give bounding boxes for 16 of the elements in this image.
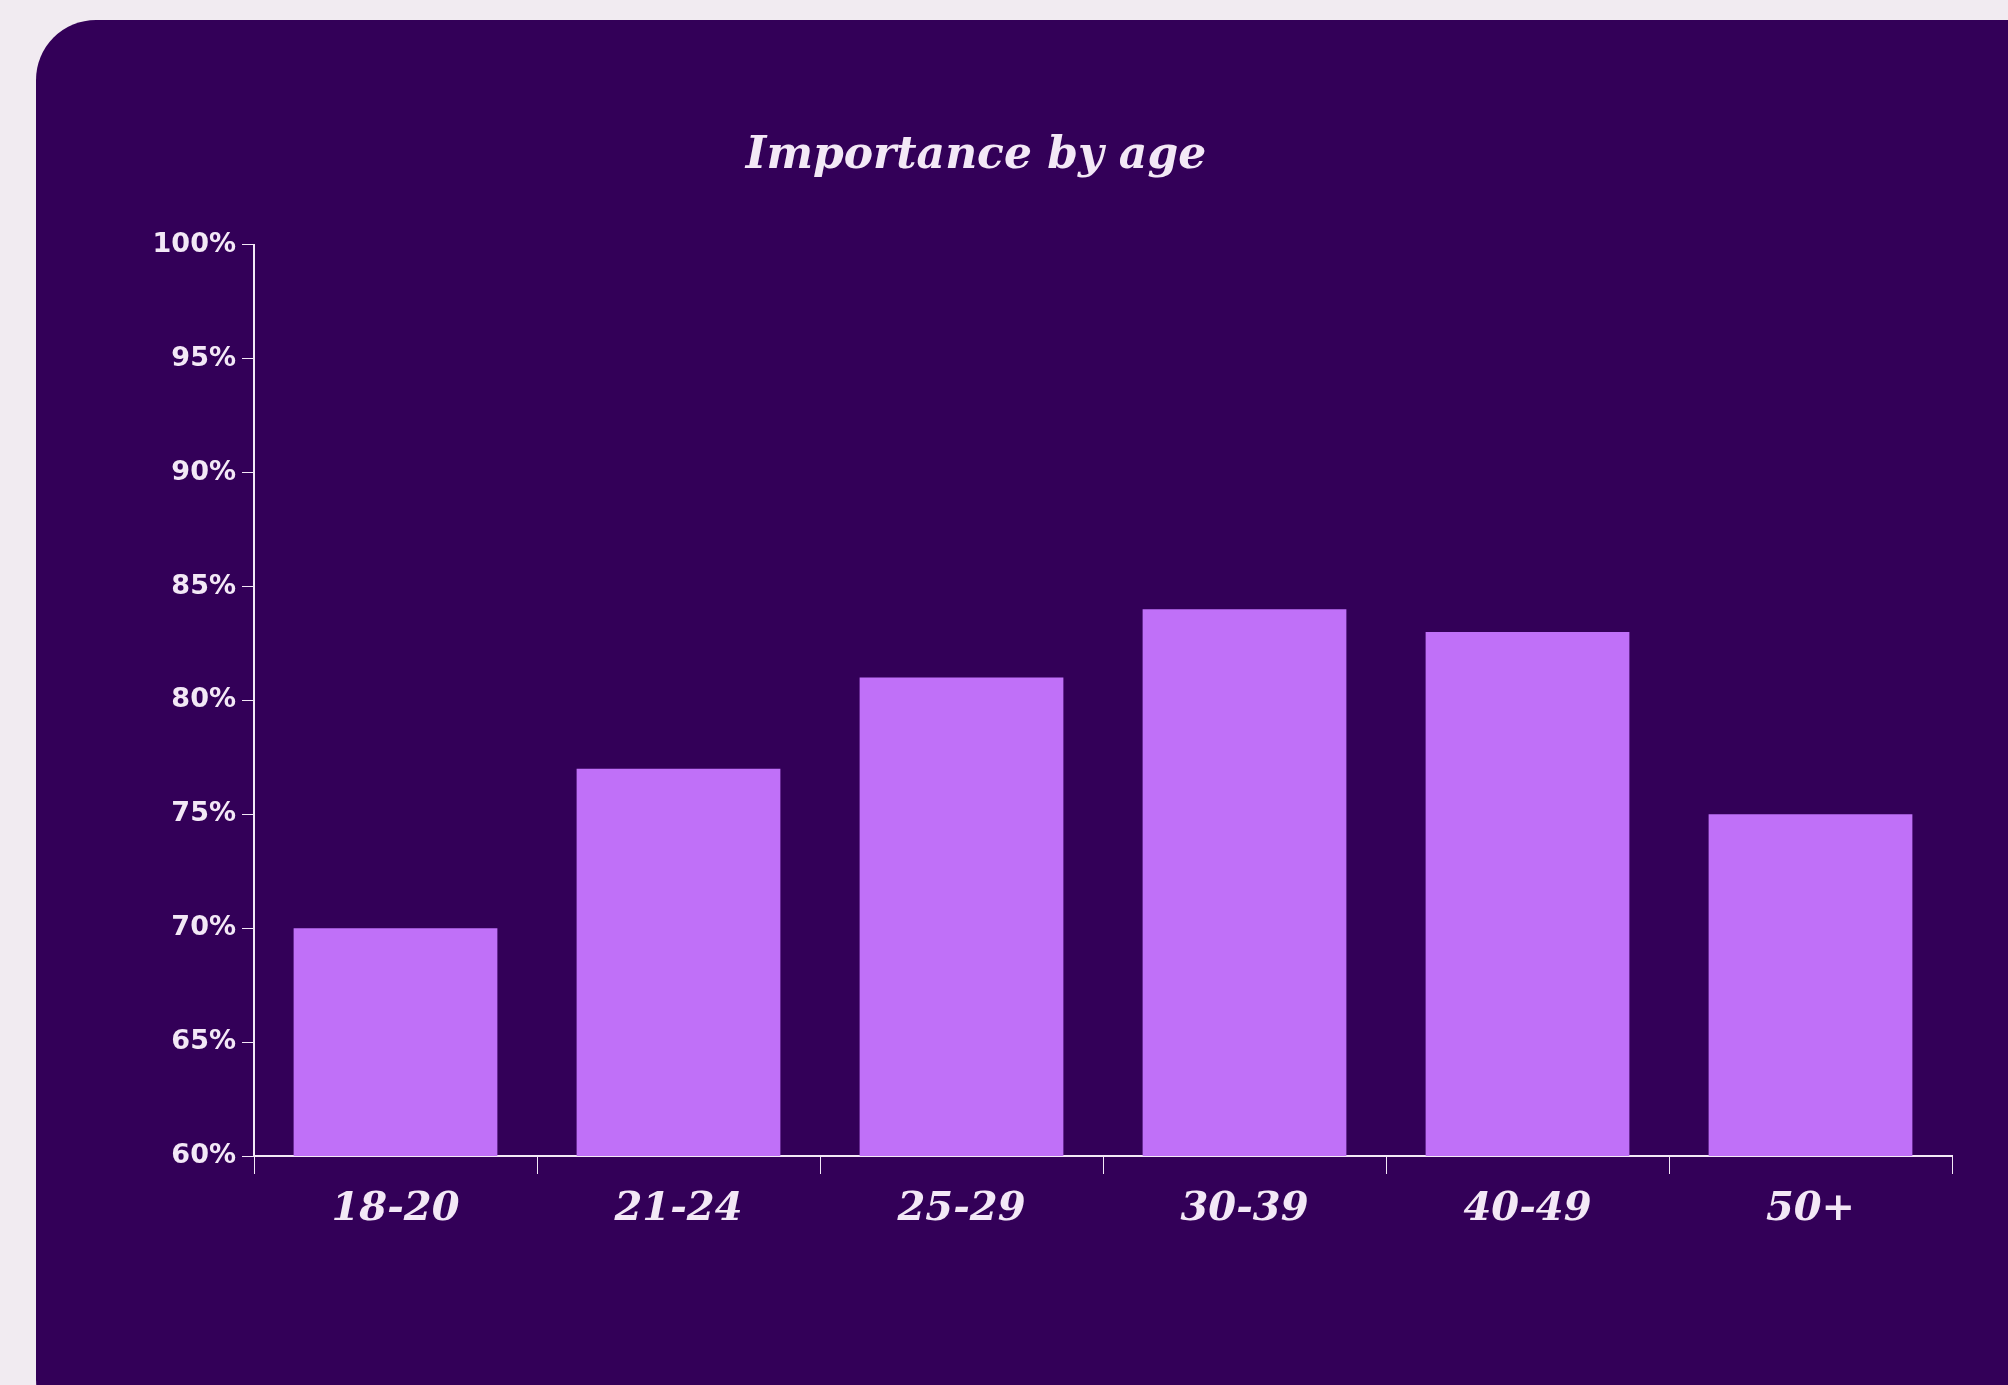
y-tick-label: 85% [171, 568, 236, 600]
x-tick-label: 30-39 [1180, 1182, 1309, 1230]
x-tick-label: 40-49 [1463, 1182, 1592, 1230]
y-tick-label: 95% [171, 340, 236, 372]
x-tick-label: 18-20 [331, 1182, 460, 1230]
y-tick-label: 90% [171, 454, 236, 486]
x-tick-label: 25-29 [896, 1182, 1026, 1230]
y-tick-label: 75% [171, 796, 236, 828]
x-tick-label: 21-24 [613, 1182, 743, 1230]
y-tick-label: 80% [171, 682, 236, 714]
y-tick-label: 100% [152, 226, 236, 258]
chart-title: Importance by age [743, 126, 1207, 178]
y-tick-label: 60% [171, 1138, 236, 1170]
x-tick-label: 50+ [1765, 1182, 1856, 1230]
y-tick-label: 70% [171, 910, 236, 942]
y-tick-label: 65% [171, 1024, 236, 1056]
